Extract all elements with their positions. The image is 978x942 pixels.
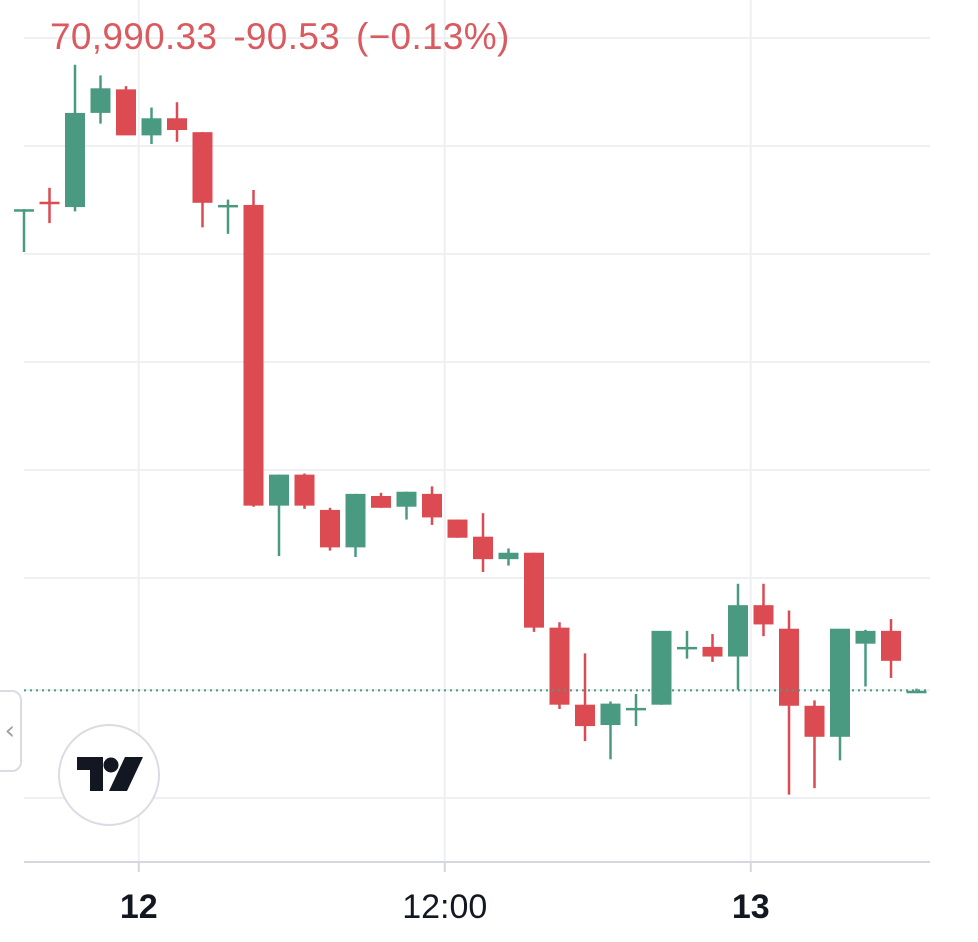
candle-body: [753, 605, 774, 625]
candle[interactable]: [243, 189, 264, 507]
candle-body: [269, 474, 289, 506]
candle[interactable]: [371, 492, 391, 508]
candle-body: [677, 646, 697, 650]
candle[interactable]: [498, 548, 519, 566]
candle-body: [294, 474, 315, 506]
candle-body: [371, 496, 391, 508]
candle[interactable]: [447, 519, 468, 538]
candle[interactable]: [702, 634, 723, 662]
candle-body: [14, 209, 34, 212]
candle-body: [830, 628, 850, 737]
x-tick-label: 12: [120, 888, 158, 926]
candle[interactable]: [167, 102, 187, 142]
candle[interactable]: [14, 209, 34, 253]
candle[interactable]: [320, 507, 340, 551]
candle-body: [320, 509, 340, 548]
candle-body: [524, 552, 544, 628]
candle-body: [396, 491, 417, 507]
tradingview-logo-icon: [77, 757, 143, 791]
candle[interactable]: [218, 199, 238, 234]
candle-body: [167, 118, 187, 131]
candle[interactable]: [396, 491, 417, 520]
tradingview-logo[interactable]: [58, 724, 160, 826]
candle[interactable]: [906, 688, 927, 694]
candle-body: [575, 704, 595, 727]
candle-body: [549, 627, 570, 705]
candle-body: [90, 88, 111, 113]
collapse-panel-button[interactable]: ‹: [0, 690, 22, 772]
candle-body: [626, 707, 646, 711]
candle-body: [218, 204, 238, 208]
candle-body: [243, 204, 264, 506]
candle[interactable]: [90, 75, 111, 124]
candle[interactable]: [192, 132, 213, 228]
candle-body: [345, 493, 366, 548]
candle[interactable]: [804, 700, 825, 789]
candle[interactable]: [269, 474, 289, 556]
x-axis-tick-labels: 12 12:00 13: [120, 862, 770, 926]
candle-body: [141, 118, 162, 136]
candle[interactable]: [626, 693, 646, 727]
candle-body: [702, 646, 723, 657]
x-tick-label: 12:00: [402, 888, 487, 926]
candle[interactable]: [830, 628, 850, 761]
candle-body: [779, 628, 799, 706]
candle-body: [116, 89, 136, 136]
candle-body: [855, 630, 876, 644]
last-price-value: 70,990.33: [50, 16, 218, 57]
candle-body: [422, 493, 442, 518]
candle[interactable]: [39, 187, 60, 224]
candle-body: [728, 605, 748, 657]
candle-body: [192, 132, 213, 203]
candle[interactable]: [779, 610, 799, 795]
candle-body: [906, 690, 927, 694]
candle[interactable]: [753, 583, 774, 637]
candle[interactable]: [575, 653, 595, 742]
candle-body: [447, 519, 468, 538]
candle[interactable]: [65, 64, 85, 212]
candle[interactable]: [651, 630, 672, 705]
candle[interactable]: [600, 701, 621, 760]
candle-body: [65, 112, 85, 208]
candle-body: [881, 630, 901, 661]
price-change-value: -90.53: [233, 16, 341, 57]
candle-body: [498, 552, 519, 560]
chevron-left-icon: ‹: [4, 716, 15, 746]
candle-body: [651, 630, 672, 705]
candle[interactable]: [141, 107, 162, 144]
candle[interactable]: [422, 486, 442, 525]
candle-body: [804, 705, 825, 737]
candle-body: [473, 536, 493, 560]
price-change-percent: (−0.13%): [356, 16, 510, 57]
candle-body: [39, 201, 60, 205]
candle[interactable]: [294, 473, 315, 509]
price-header: 70,990.33 -90.53 (−0.13%): [50, 16, 526, 58]
candles: [14, 64, 927, 795]
x-tick-label: 13: [732, 888, 770, 926]
candle[interactable]: [881, 619, 901, 678]
candle[interactable]: [549, 622, 570, 709]
candle[interactable]: [855, 629, 876, 687]
candle-body: [600, 703, 621, 726]
candle[interactable]: [473, 513, 493, 572]
candle[interactable]: [345, 493, 366, 558]
candle[interactable]: [116, 86, 136, 136]
candle[interactable]: [524, 552, 544, 632]
candle[interactable]: [728, 583, 748, 690]
candle[interactable]: [677, 630, 697, 659]
